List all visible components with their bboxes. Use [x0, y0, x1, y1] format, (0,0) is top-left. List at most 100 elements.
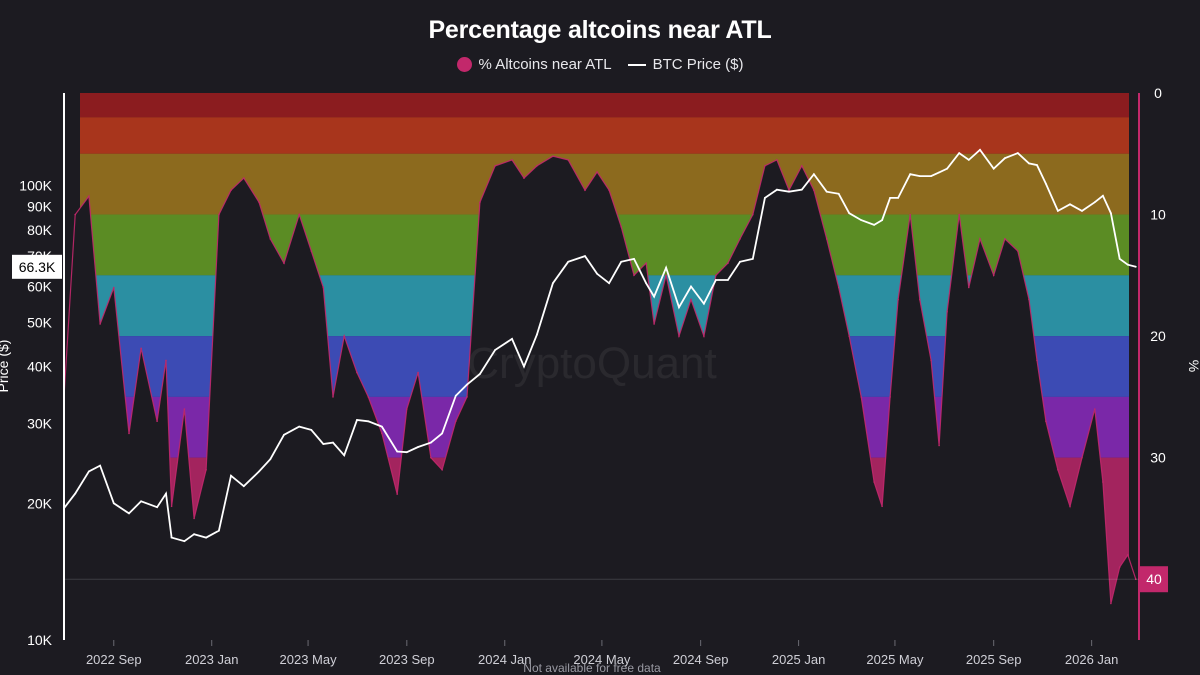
btc-point-14 — [230, 474, 232, 477]
altcoins-point-70 — [919, 298, 921, 301]
x-tick-label: 2025 Jan — [772, 652, 826, 667]
btc-point-65 — [873, 224, 875, 226]
btc-point-61 — [825, 190, 828, 193]
altcoins-point-22 — [332, 396, 334, 398]
altcoins-point-20 — [310, 250, 313, 252]
btc-point-37 — [523, 365, 525, 368]
btc-point-50 — [690, 285, 692, 288]
btc-point-23 — [343, 454, 346, 457]
btc-point-48 — [665, 266, 667, 269]
btc-point-34 — [479, 373, 481, 375]
right-tick-label: 10 — [1150, 207, 1166, 223]
btc-point-75 — [967, 159, 970, 161]
altcoins-point-5 — [128, 432, 130, 435]
altcoins-point-14 — [230, 189, 232, 191]
btc-point-81 — [1036, 164, 1038, 167]
altcoins-point-23 — [343, 335, 346, 337]
btc-point-13 — [218, 529, 220, 532]
btc-point-10 — [183, 540, 186, 543]
btc-point-63 — [848, 212, 851, 215]
btc-point-1 — [74, 492, 77, 495]
btc-point-71 — [930, 175, 932, 178]
altcoins-point-11 — [193, 517, 195, 520]
altcoins-point-74 — [958, 213, 960, 216]
btc-point-47 — [653, 295, 655, 298]
legend-item-btc[interactable]: BTC Price ($) — [627, 56, 744, 73]
btc-point-76 — [979, 148, 981, 151]
btc-point-51 — [703, 302, 705, 305]
btc-point-55 — [751, 258, 754, 260]
current-percent-badge: 40 — [1140, 566, 1168, 593]
legend-dot-icon — [456, 57, 472, 72]
btc-point-74 — [958, 152, 961, 155]
current-percent-label: 40 — [1146, 571, 1162, 587]
btc-point-52 — [715, 279, 717, 281]
altcoins-point-10 — [183, 408, 186, 410]
altcoins-point-66 — [881, 505, 883, 508]
btc-point-36 — [511, 338, 513, 340]
altcoins-point-61 — [825, 238, 828, 240]
btc-point-43 — [608, 282, 610, 285]
btc-point-90 — [1126, 263, 1129, 266]
altcoins-point-52 — [715, 274, 717, 277]
altcoins-point-28 — [406, 408, 408, 410]
btc-point-41 — [584, 255, 586, 257]
btc-point-12 — [205, 536, 208, 539]
altcoins-point-59 — [801, 165, 803, 167]
left-axis-title: Price ($) — [0, 340, 11, 393]
btc-point-5 — [128, 512, 130, 515]
legend-item-altcoins[interactable]: % Altcoins near ATL — [456, 56, 612, 73]
btc-point-16 — [258, 470, 260, 473]
altcoins-point-37 — [523, 177, 525, 179]
altcoins-point-38 — [536, 165, 538, 167]
btc-point-17 — [269, 458, 272, 461]
altcoins-point-25 — [367, 396, 370, 398]
btc-point-26 — [381, 425, 383, 428]
btc-point-18 — [283, 433, 285, 436]
btc-point-46 — [645, 282, 647, 285]
altcoins-point-26 — [381, 432, 383, 435]
altcoins-point-16 — [258, 201, 260, 204]
altcoins-point-44 — [620, 225, 622, 228]
btc-point-2 — [88, 470, 90, 473]
altcoins-point-73 — [946, 311, 948, 313]
altcoins-point-48 — [665, 274, 667, 277]
altcoins-point-68 — [897, 298, 899, 301]
btc-point-24 — [356, 419, 358, 421]
x-tick-label: 2025 Sep — [966, 652, 1022, 667]
band-fill-0 — [80, 93, 1129, 118]
watermark: CryptoQuant — [467, 339, 716, 388]
btc-point-40 — [567, 260, 570, 263]
altcoins-point-83 — [1057, 469, 1059, 471]
x-tick-label: 2026 Jan — [1065, 652, 1119, 667]
btc-point-73 — [946, 167, 948, 170]
left-tick-label: 30K — [27, 415, 53, 431]
btc-point-32 — [454, 394, 457, 397]
footer-note: Not available for free data — [523, 661, 661, 675]
altcoins-point-55 — [752, 213, 754, 216]
altcoins-point-72 — [938, 444, 940, 447]
x-tick-label: 2022 Sep — [86, 652, 142, 667]
altcoins-point-89 — [1118, 566, 1121, 568]
legend-label-btc: BTC Price ($) — [652, 56, 744, 73]
altcoins-point-32 — [455, 420, 457, 423]
btc-point-31 — [441, 432, 443, 435]
btc-point-53 — [727, 279, 729, 281]
x-axis-ticks: 2022 Sep 2023 Jan 2023 May 2023 Sep 2024 Jan… — [86, 640, 1118, 667]
altcoins-point-43 — [608, 189, 610, 191]
btc-point-87 — [1102, 194, 1104, 197]
altcoins-point-54 — [739, 238, 741, 240]
altcoins-point-24 — [356, 371, 358, 374]
btc-point-7 — [156, 506, 159, 509]
altcoins-point-88 — [1110, 602, 1112, 605]
btc-point-79 — [1016, 152, 1019, 155]
left-tick-label: 60K — [27, 279, 53, 295]
altcoins-point-18 — [283, 262, 285, 265]
altcoins-point-8 — [165, 359, 167, 362]
chart-title: Percentage altcoins near ATL — [428, 16, 772, 44]
btc-point-68 — [897, 197, 899, 199]
altcoins-point-49 — [678, 335, 680, 337]
btc-point-64 — [860, 219, 863, 222]
altcoins-point-65 — [873, 481, 875, 483]
